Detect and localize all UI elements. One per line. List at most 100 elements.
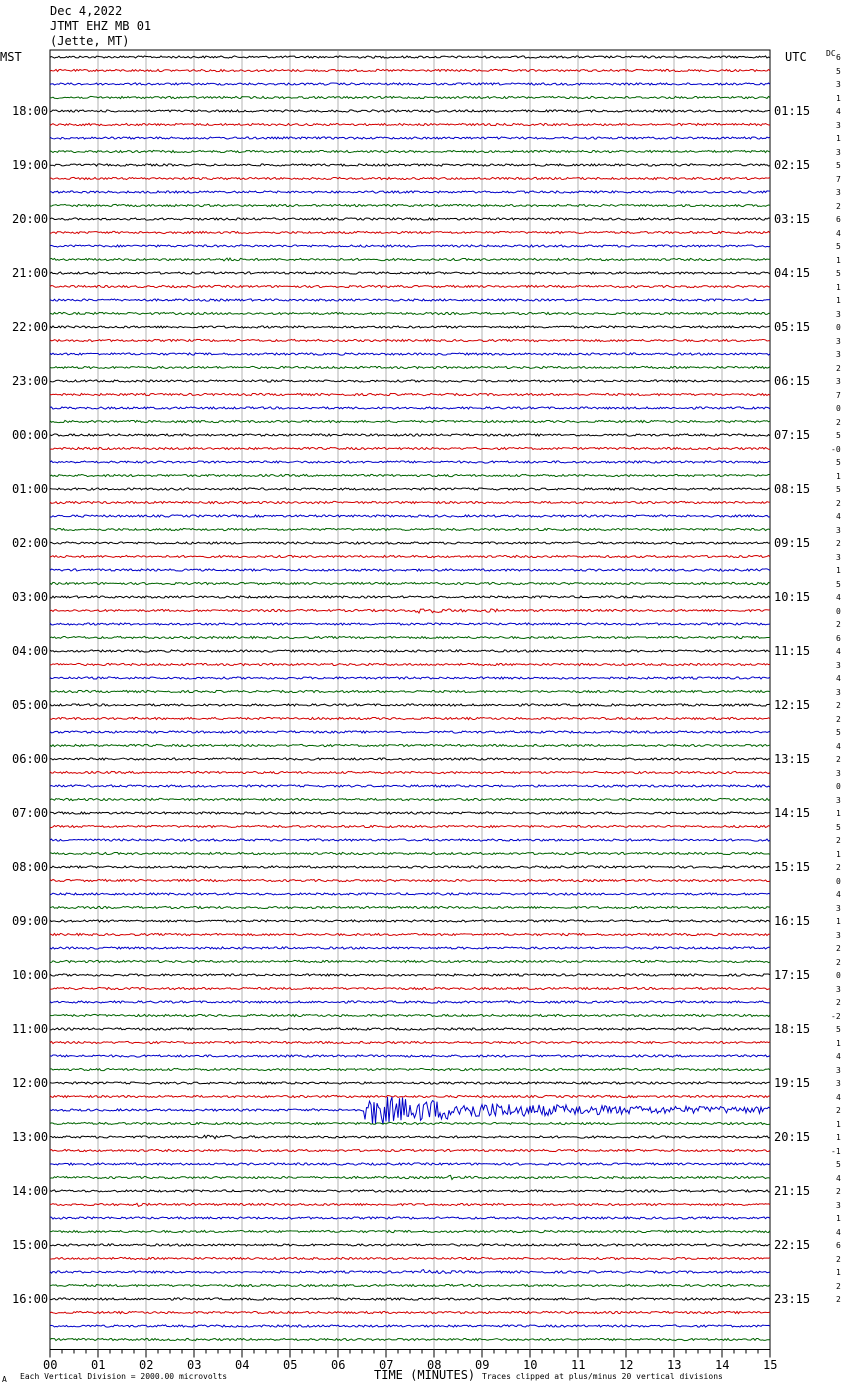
- dc-offset-value: -2: [831, 1011, 841, 1021]
- trace-line: [49, 689, 771, 694]
- right-hour-label: 01:15: [774, 104, 811, 118]
- right-hour-label: 06:15: [774, 374, 811, 388]
- trace-line: [49, 662, 771, 667]
- trace-line: [49, 109, 771, 113]
- right-hour-label: 11:15: [774, 644, 811, 658]
- left-timezone-label: MST: [0, 50, 22, 64]
- dc-offset-value: 3: [836, 377, 841, 386]
- trace-line: [49, 1202, 771, 1208]
- x-tick-label: 13: [667, 1357, 682, 1372]
- x-tick-label: 09: [475, 1357, 490, 1372]
- dc-offset-value: 3: [836, 552, 841, 562]
- dc-offset-value: 3: [836, 687, 841, 697]
- trace-line: [49, 1162, 771, 1166]
- left-hour-label: 13:00: [12, 1130, 49, 1144]
- left-hour-label: 11:00: [12, 1022, 49, 1036]
- dc-offset-value: 1: [836, 93, 841, 103]
- right-hour-label: 12:15: [774, 698, 811, 712]
- trace-line: [49, 838, 771, 842]
- trace-line: [49, 1256, 771, 1261]
- trace-line: [49, 217, 771, 221]
- left-hour-label: 01:00: [12, 482, 49, 496]
- x-tick-label: 08: [427, 1357, 442, 1372]
- dc-offset-value: 1: [836, 471, 841, 481]
- dc-offset-value: 3: [836, 525, 841, 535]
- right-hour-label: 02:15: [774, 158, 811, 172]
- trace-line: [49, 1013, 771, 1018]
- dc-offset-value: 5: [836, 822, 841, 832]
- dc-offset-value: 0: [836, 323, 841, 332]
- trace-line: [49, 284, 771, 289]
- dc-offset-value: 2: [836, 201, 841, 211]
- dc-offset-value: 1: [836, 1268, 841, 1277]
- right-hour-label: 21:15: [774, 1184, 811, 1198]
- dc-offset-value: 2: [836, 714, 841, 724]
- clip-note: Traces clipped at plus/minus 20 vertical…: [482, 1372, 723, 1381]
- trace-line: [49, 973, 771, 977]
- trace-line: [49, 757, 771, 761]
- dc-offset-value: 2: [836, 944, 841, 953]
- x-tick-label: 12: [619, 1357, 634, 1372]
- dc-offset-value: 2: [836, 1281, 841, 1291]
- right-timezone-label: UTC: [785, 50, 807, 64]
- dc-offset-value: 2: [836, 998, 841, 1007]
- trace-line: [49, 1283, 771, 1288]
- dc-offset-value: 3: [836, 1079, 841, 1088]
- dc-offset-value: 3: [836, 660, 841, 670]
- x-tick-label: 01: [91, 1357, 106, 1372]
- dc-offset-value: 3: [836, 984, 841, 994]
- trace-line: [49, 271, 771, 275]
- trace-line: [49, 1174, 771, 1181]
- dc-offset-value: 2: [836, 539, 841, 548]
- trace-line: [49, 743, 771, 748]
- trace-line: [49, 1310, 771, 1315]
- trace-line: [49, 365, 771, 370]
- left-hour-label: 06:00: [12, 752, 49, 766]
- trace-line: [49, 608, 771, 615]
- dc-offset-value: 6: [836, 633, 841, 643]
- trace-line: [49, 230, 771, 235]
- trace-line: [49, 68, 771, 73]
- left-hour-label: 19:00: [12, 158, 49, 172]
- trace-line: [49, 257, 771, 262]
- trace-line: [49, 730, 771, 734]
- trace-line: [49, 568, 771, 572]
- right-hour-label: 13:15: [774, 752, 811, 766]
- dc-offset-value: 2: [836, 620, 841, 629]
- dc-offset-value: 1: [836, 255, 841, 265]
- trace-line: [49, 676, 771, 680]
- trace-line: [49, 851, 771, 856]
- trace-line: [49, 824, 771, 829]
- left-hour-label: 16:00: [12, 1292, 49, 1306]
- trace-line: [49, 473, 771, 478]
- x-tick-label: 11: [571, 1357, 586, 1372]
- dc-offset-value: 2: [836, 755, 841, 764]
- right-hour-label: 07:15: [774, 428, 811, 442]
- trace-line: [49, 959, 771, 964]
- dc-offset-value: 0: [836, 404, 841, 413]
- trace-line: [49, 595, 771, 599]
- dc-offset-value: 4: [836, 593, 841, 602]
- trace-line: [49, 514, 771, 518]
- dc-offset-value: 5: [836, 269, 841, 278]
- trace-line: [49, 163, 771, 167]
- right-hour-label: 14:15: [774, 806, 811, 820]
- trace-line: [49, 932, 771, 937]
- trace-line: [49, 136, 771, 140]
- trace-line: [49, 811, 771, 815]
- dc-offset-value: 2: [836, 498, 841, 508]
- dc-offset-value: 1: [836, 296, 841, 305]
- dc-offset-value: 3: [836, 120, 841, 130]
- trace-line: [49, 325, 771, 329]
- left-hour-label: 20:00: [12, 212, 49, 226]
- trace-line: [49, 649, 771, 653]
- dc-offset-value: 4: [836, 107, 841, 116]
- dc-offset-value: 3: [836, 336, 841, 346]
- dc-offset-value: 1: [836, 1038, 841, 1048]
- x-tick-label: 05: [283, 1357, 298, 1372]
- trace-line: [49, 1243, 771, 1247]
- trace-line: [49, 298, 771, 302]
- dc-offset-value: 1: [836, 134, 841, 143]
- dc-offset-value: 1: [836, 917, 841, 926]
- dc-offset-value: 4: [836, 647, 841, 656]
